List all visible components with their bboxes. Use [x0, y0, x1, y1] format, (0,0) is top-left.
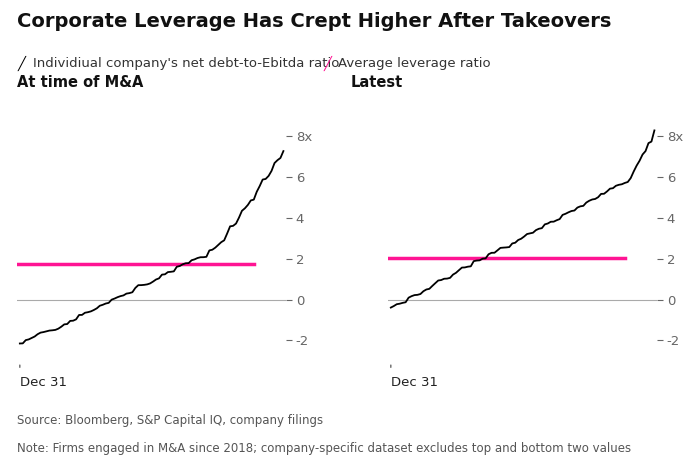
- Text: At time of M&A: At time of M&A: [17, 74, 144, 89]
- Text: Source: Bloomberg, S&P Capital IQ, company filings: Source: Bloomberg, S&P Capital IQ, compa…: [17, 414, 323, 427]
- Text: ╱: ╱: [17, 56, 25, 71]
- Text: Dec 31: Dec 31: [20, 376, 67, 389]
- Text: Latest: Latest: [351, 74, 403, 89]
- Text: Corporate Leverage Has Crept Higher After Takeovers: Corporate Leverage Has Crept Higher Afte…: [17, 12, 612, 31]
- Text: Individiual company's net debt-to-Ebitda ratio: Individiual company's net debt-to-Ebitda…: [33, 57, 339, 70]
- Text: Average leverage ratio: Average leverage ratio: [338, 57, 491, 70]
- Text: Dec 31: Dec 31: [391, 376, 438, 389]
- Text: ╱: ╱: [323, 56, 332, 71]
- Text: Note: Firms engaged in M&A since 2018; company-specific dataset excludes top and: Note: Firms engaged in M&A since 2018; c…: [17, 442, 632, 455]
